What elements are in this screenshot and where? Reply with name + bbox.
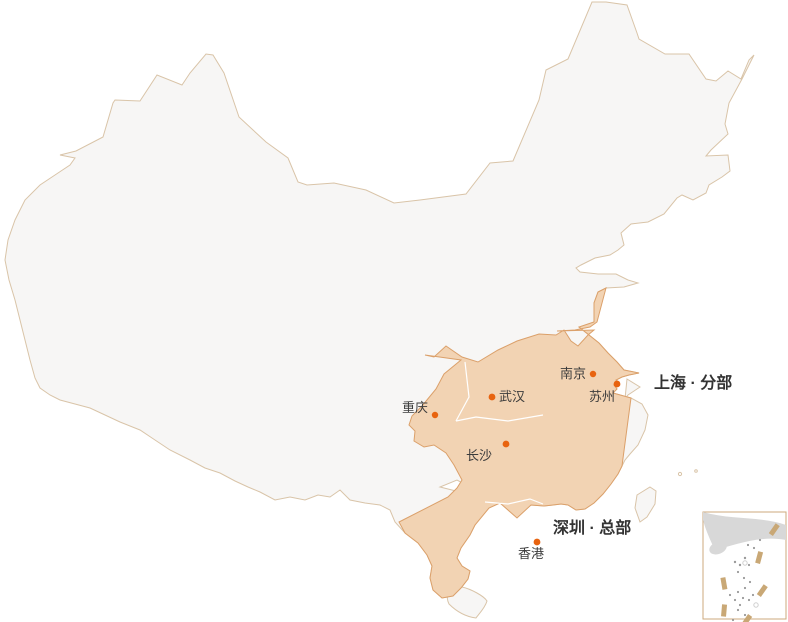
svg-text:南京: 南京 [560, 366, 586, 381]
svg-text:苏州: 苏州 [589, 389, 615, 404]
svg-text:武汉: 武汉 [499, 389, 525, 404]
svg-text:上海 · 分部: 上海 · 分部 [654, 373, 732, 392]
svg-text:深圳 · 总部: 深圳 · 总部 [553, 518, 631, 537]
svg-text:香港: 香港 [518, 546, 544, 561]
svg-text:重庆: 重庆 [402, 400, 428, 415]
svg-text:长沙: 长沙 [466, 448, 492, 463]
